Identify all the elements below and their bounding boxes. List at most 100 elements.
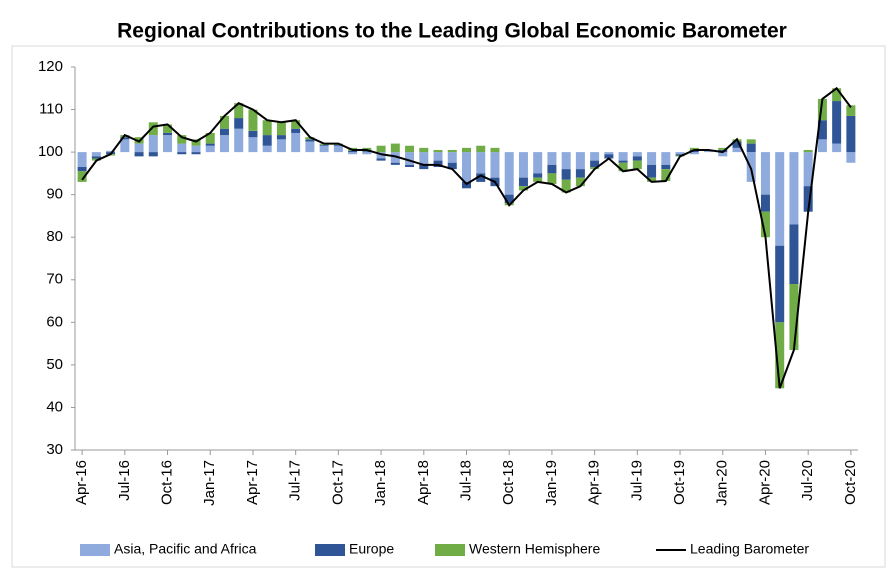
x-tick-label: Oct-17 [329, 460, 346, 505]
y-tick-label: 120 [38, 58, 63, 75]
line [81, 86, 852, 389]
legend-label: Leading Barometer [690, 541, 809, 557]
bar-segment [305, 139, 315, 142]
bar-segment [276, 122, 286, 136]
bar-segment [689, 152, 699, 155]
bar-segment [547, 164, 557, 174]
bar-segment [319, 144, 329, 146]
bar-segment [148, 135, 158, 153]
legend-swatch [315, 544, 345, 556]
bar-segment [661, 164, 671, 170]
bar-segment [704, 150, 714, 153]
bar-segment [846, 152, 856, 163]
bar-segment [163, 124, 173, 133]
x-tick-label: Jan-19 [543, 460, 560, 506]
bar-segment [817, 139, 827, 153]
bar-segment [77, 171, 87, 182]
bar-segment [547, 152, 557, 165]
bar-segment [177, 143, 187, 153]
bar-segment [575, 177, 585, 187]
bar-segment [689, 147, 699, 150]
bar-segment [390, 162, 400, 165]
bar-segment [775, 322, 785, 389]
bar-segment [533, 152, 543, 174]
bar-segment [191, 152, 201, 155]
bar-segment [248, 109, 258, 131]
bar-segment [362, 151, 372, 153]
bar-segment [163, 135, 173, 153]
bar-segment [219, 128, 229, 136]
bar-segment [590, 152, 600, 161]
bar-segment [789, 152, 799, 225]
bar-segment [632, 152, 642, 157]
x-tick-label: Oct-19 [671, 460, 688, 505]
bar-segment [362, 152, 372, 155]
bar-segment [376, 145, 386, 153]
bar-segment [661, 169, 671, 182]
bar-segment [775, 152, 785, 246]
bar-segment [348, 150, 358, 153]
bar-segment [77, 167, 87, 172]
legend-swatch [435, 544, 465, 556]
bar-segment [248, 137, 258, 153]
chart-title: Regional Contributions to the Leading Gl… [117, 20, 787, 43]
bar-segment [419, 152, 429, 165]
x-tick-label: Apr-18 [415, 460, 432, 505]
y-tick-label: 80 [46, 228, 63, 245]
bar-segment [134, 152, 144, 157]
bar-segment [120, 139, 130, 153]
bar-segment [575, 169, 585, 178]
bar-segment [618, 162, 628, 172]
bar-segment [518, 177, 528, 187]
bar-segment [234, 103, 244, 119]
bar-segment [462, 152, 471, 182]
x-tick-label: Apr-16 [73, 460, 90, 505]
legend-label: Europe [349, 541, 394, 557]
bar-segment [205, 145, 215, 153]
x-tick-label: Oct-16 [159, 460, 176, 505]
bar-segment [604, 152, 614, 155]
bar-segment [177, 152, 187, 155]
legend-label: Western Hemisphere [469, 541, 600, 557]
bar-segment [732, 141, 742, 148]
x-tick-label: Jan-18 [372, 460, 389, 506]
bar-segment [262, 135, 272, 146]
x-tick-label: Oct-18 [500, 460, 517, 505]
bar-segment [91, 152, 101, 157]
x-tick-label: Apr-17 [244, 460, 261, 505]
bar-segment [205, 143, 215, 146]
bar-segment [561, 152, 571, 170]
x-tick-label: Oct-20 [842, 460, 859, 505]
x-tick-label: Jul-17 [287, 460, 304, 501]
bar-segment [106, 150, 116, 153]
bar-segment [419, 164, 429, 170]
bar-segment [604, 154, 614, 159]
y-tick-label: 30 [46, 441, 63, 458]
bar-segment [803, 186, 813, 212]
bar-segment [789, 224, 799, 285]
bar-segment [518, 152, 528, 178]
bar-segment [433, 160, 443, 168]
bar-segment [732, 147, 742, 153]
legend-label: Asia, Pacific and Africa [114, 541, 257, 557]
bar-segment [504, 194, 514, 204]
bar-segment [248, 130, 258, 138]
bar-segment [590, 160, 600, 168]
bar-segment [746, 139, 756, 144]
bar-segment [575, 152, 585, 170]
bar-segment [803, 149, 813, 153]
bar-segment [832, 143, 842, 153]
bar-segment [77, 152, 87, 168]
bar-segment [333, 144, 343, 146]
bar-segment [832, 101, 842, 144]
bar-segment [291, 128, 301, 133]
bar-segment [419, 147, 429, 153]
bar-segment [219, 115, 229, 129]
bar-segment [518, 186, 528, 191]
bar-segment [319, 145, 329, 153]
bar-segment [262, 145, 272, 153]
bar-segment [803, 152, 813, 187]
bar-segment [832, 88, 842, 102]
bar-segment [760, 152, 770, 195]
